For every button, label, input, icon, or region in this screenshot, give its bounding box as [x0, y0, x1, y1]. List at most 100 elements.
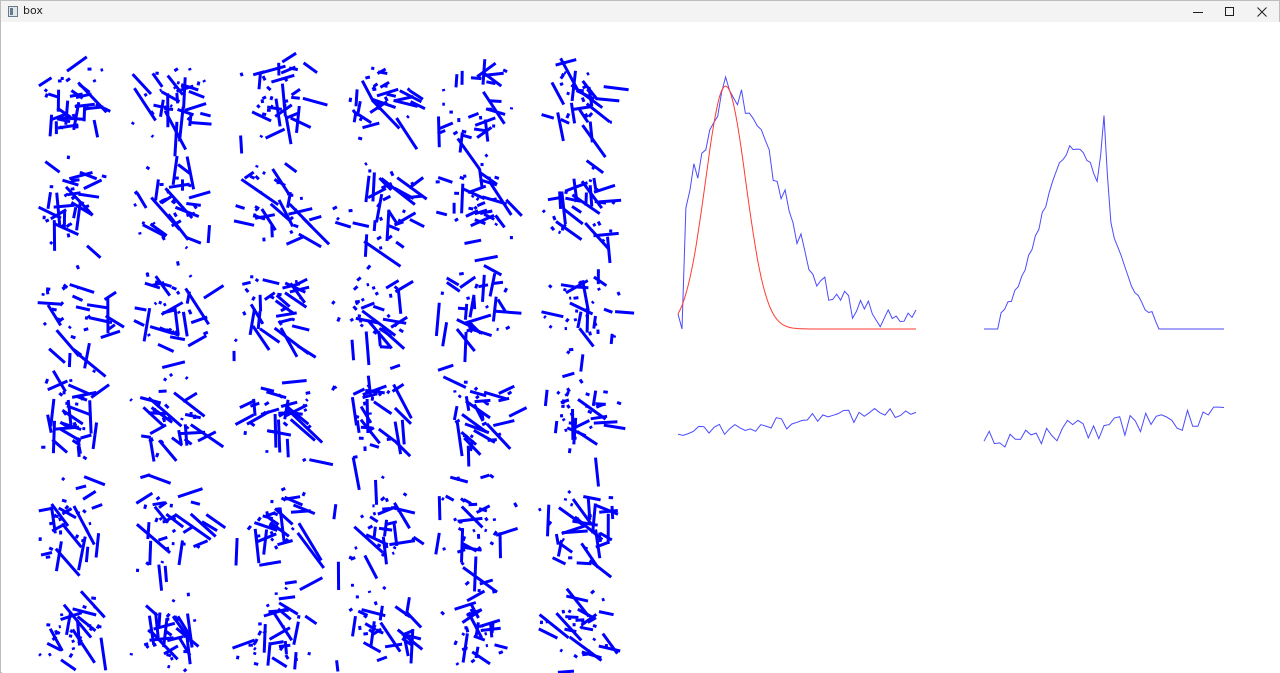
- segment-cluster: [437, 363, 528, 467]
- line-segment: [592, 637, 597, 642]
- line-segment: [257, 630, 263, 636]
- line-segment: [176, 615, 192, 638]
- line-segment: [62, 178, 79, 187]
- line-segment: [498, 384, 515, 395]
- line-segment: [616, 291, 621, 296]
- line-segment: [473, 556, 478, 592]
- line-segment: [390, 505, 416, 515]
- window-title: box: [23, 4, 43, 17]
- line-segment: [569, 502, 574, 507]
- line-segment: [371, 285, 376, 290]
- line-segment: [473, 205, 478, 211]
- line-segment: [152, 642, 157, 648]
- line-segment: [582, 626, 594, 632]
- line-segment: [169, 656, 174, 661]
- line-segment: [143, 642, 149, 647]
- line-segment: [296, 532, 326, 569]
- line-segment: [543, 315, 547, 319]
- segment-cluster: [129, 360, 225, 462]
- line-segment: [202, 79, 207, 83]
- line-segment: [142, 406, 165, 427]
- line-segment: [165, 328, 170, 332]
- maximize-button[interactable]: [1213, 1, 1247, 22]
- line-segment: [189, 512, 217, 538]
- line-segment: [91, 503, 103, 510]
- line-segment: [399, 89, 423, 104]
- line-segment: [259, 560, 282, 567]
- line-segment: [350, 339, 356, 361]
- line-segment: [281, 51, 297, 64]
- line-segment: [349, 317, 355, 323]
- line-segment: [160, 197, 167, 203]
- line-segment: [67, 325, 72, 330]
- segment-cluster: [234, 379, 334, 467]
- line-segment: [480, 473, 490, 480]
- line-segment: [335, 660, 340, 672]
- render-canvas: [2, 22, 1280, 673]
- line-segment: [286, 111, 300, 120]
- line-segment: [393, 421, 403, 455]
- segment-cluster: [38, 55, 111, 138]
- line-segment: [154, 612, 160, 638]
- line-segment: [173, 517, 177, 521]
- line-segment: [78, 192, 100, 199]
- line-segment: [202, 330, 209, 336]
- line-segment: [58, 116, 84, 121]
- line-segment: [550, 225, 556, 232]
- line-segment: [565, 112, 571, 119]
- line-segment: [563, 497, 568, 501]
- line-segment: [76, 395, 88, 402]
- line-segment: [547, 196, 559, 202]
- line-segment: [454, 601, 477, 611]
- line-segment: [468, 294, 476, 318]
- line-segment: [173, 391, 206, 418]
- line-segment: [470, 658, 476, 664]
- line-segment: [474, 283, 479, 289]
- line-segment: [48, 521, 54, 526]
- line-segment: [284, 586, 288, 591]
- line-segment: [265, 603, 270, 608]
- line-segment: [297, 522, 323, 562]
- line-segment: [594, 503, 619, 516]
- line-segment: [173, 305, 180, 335]
- line-segment: [484, 632, 488, 636]
- line-segment: [469, 434, 474, 439]
- line-segment: [75, 484, 87, 491]
- title-bar[interactable]: box: [1, 1, 1279, 22]
- line-segment: [612, 334, 617, 338]
- line-segment: [408, 176, 425, 190]
- line-segment: [244, 287, 250, 294]
- line-segment: [577, 398, 607, 421]
- line-segment: [61, 498, 67, 503]
- line-segment: [483, 119, 490, 142]
- minimize-button[interactable]: [1181, 1, 1215, 22]
- line-segment: [567, 609, 572, 614]
- line-segment: [478, 618, 501, 629]
- line-segment: [366, 383, 371, 388]
- line-segment: [566, 404, 571, 409]
- line-segment: [556, 539, 564, 557]
- line-segment: [555, 612, 583, 642]
- line-segment: [565, 196, 582, 203]
- line-segment: [393, 406, 413, 425]
- line-segment: [160, 560, 165, 564]
- minimize-icon: [1193, 11, 1203, 13]
- line-segment: [548, 324, 553, 329]
- line-segment: [253, 528, 261, 564]
- line-segment: [61, 476, 66, 482]
- line-segment: [154, 517, 159, 523]
- line-segment: [350, 396, 358, 426]
- line-segment: [409, 628, 415, 664]
- line-segment: [471, 650, 491, 666]
- line-segment: [588, 425, 593, 430]
- line-segment: [144, 604, 159, 617]
- line-segment: [68, 222, 73, 226]
- line-segment: [254, 207, 259, 212]
- segment-cluster: [331, 363, 413, 491]
- close-button[interactable]: [1245, 1, 1279, 22]
- line-segment: [135, 523, 172, 554]
- line-segment: [456, 137, 481, 170]
- line-segment: [171, 155, 179, 186]
- line-segment: [592, 222, 597, 227]
- line-segment: [254, 205, 260, 211]
